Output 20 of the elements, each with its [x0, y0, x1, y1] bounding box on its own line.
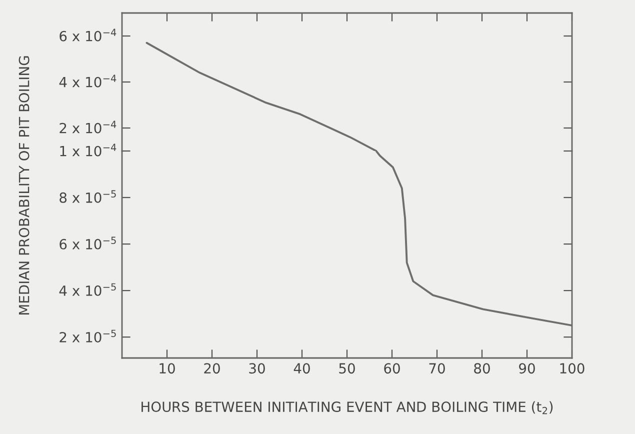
- x-tick-label: 30: [249, 363, 265, 374]
- x-tick-label: 20: [204, 363, 220, 374]
- x-tick-label: 10: [160, 363, 175, 374]
- y-tick-label: 6 x 10$^{−4}$: [60, 28, 116, 42]
- y-tick-label: 8 x 10$^{−5}$: [60, 190, 116, 203]
- x-tick-label: 40: [294, 363, 310, 374]
- y-tick-label: 2 x 10$^{−4}$: [60, 120, 116, 134]
- y-axis-title: MEDIAN PROBABILITY OF PIT BOILING: [18, 56, 30, 314]
- y-tick-label: 4 x 10$^{−4}$: [59, 74, 116, 88]
- x-tick-label: 60: [384, 363, 400, 374]
- y-tick-label: 1 x 10$^{−4}$: [60, 144, 116, 156]
- y-tick-label: 4 x 10$^{−5}$: [59, 283, 116, 296]
- x-tick-label: 90: [519, 363, 535, 374]
- y-tick-label: 6 x 10$^{−5}$: [60, 236, 116, 250]
- x-tick-label: 50: [339, 363, 355, 374]
- y-tick-label: 2 x 10$^{−5}$: [60, 330, 116, 342]
- x-axis-title: HOURS BETWEEN INITIATING EVENT AND BOILING TIME (t$_{2}$): [142, 401, 553, 414]
- x-tick-label: 70: [429, 363, 445, 374]
- x-tick-label: 80: [474, 363, 490, 374]
- x-tick-label: 100: [560, 363, 584, 374]
